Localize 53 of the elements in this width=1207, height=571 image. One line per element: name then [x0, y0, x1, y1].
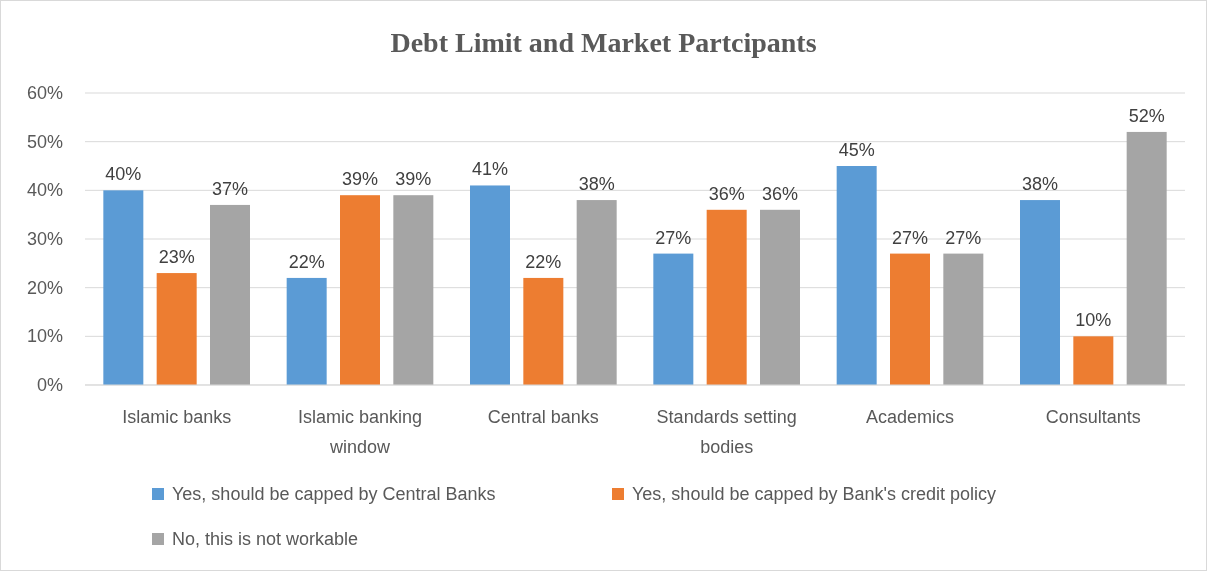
text: 10% — [1075, 310, 1112, 331]
bar — [340, 195, 380, 385]
text: 38% — [578, 174, 615, 195]
bar — [653, 253, 694, 385]
y-tick-label: 10% — [26, 326, 63, 347]
text: 39% — [395, 169, 432, 190]
text: 40% — [105, 164, 142, 185]
y-tick-label: 30% — [26, 229, 63, 249]
text: 27% — [945, 227, 982, 248]
text: 38% — [1021, 174, 1059, 195]
bar — [1126, 131, 1167, 385]
text: 22% — [525, 251, 562, 272]
bar — [523, 277, 564, 385]
bar — [470, 185, 510, 385]
text: 52% — [1128, 105, 1165, 126]
bar — [1020, 200, 1060, 385]
y-tick-label: 50% — [26, 131, 63, 152]
x-tick-label: Islamic banks — [122, 407, 232, 427]
text: 27% — [655, 227, 692, 248]
bar — [103, 190, 144, 385]
x-tick-label: Standards setting bodies — [656, 407, 797, 457]
bar — [1073, 336, 1114, 385]
y-tick-label: 60% — [26, 83, 63, 103]
bar — [836, 166, 877, 385]
legend-label: Yes, should be capped by Bank's credit policy — [632, 484, 996, 504]
text: 22% — [288, 251, 325, 272]
bar — [943, 253, 984, 385]
bar — [393, 195, 434, 385]
x-tick-label: Islamic banking window — [297, 407, 423, 457]
text: 27% — [891, 227, 929, 248]
x-tick-label: Central banks — [487, 407, 599, 427]
text: 37% — [211, 178, 249, 199]
legend-label: No, this is not workable — [172, 529, 359, 549]
bar — [706, 209, 747, 385]
bar — [156, 273, 197, 385]
legend-label: Yes, should be capped by Central Banks — [172, 484, 496, 504]
x-tick-label: Academics — [865, 407, 955, 427]
text: 23% — [158, 247, 195, 268]
bar — [760, 209, 800, 385]
text: 41% — [471, 159, 509, 180]
y-tick-label: 40% — [26, 180, 63, 201]
x-tick-label: Consultants — [1045, 407, 1141, 427]
text: 39% — [341, 169, 379, 190]
text: 36% — [761, 183, 799, 204]
text: 45% — [838, 140, 875, 160]
y-tick-label: 20% — [26, 277, 63, 298]
text: 36% — [708, 183, 745, 204]
bar — [286, 277, 327, 385]
chart-title: Debt Limit and Market Partcipants — [390, 27, 817, 58]
bar — [210, 204, 250, 385]
y-tick-label: 0% — [36, 375, 63, 395]
bar — [576, 200, 617, 385]
bar — [890, 253, 930, 385]
